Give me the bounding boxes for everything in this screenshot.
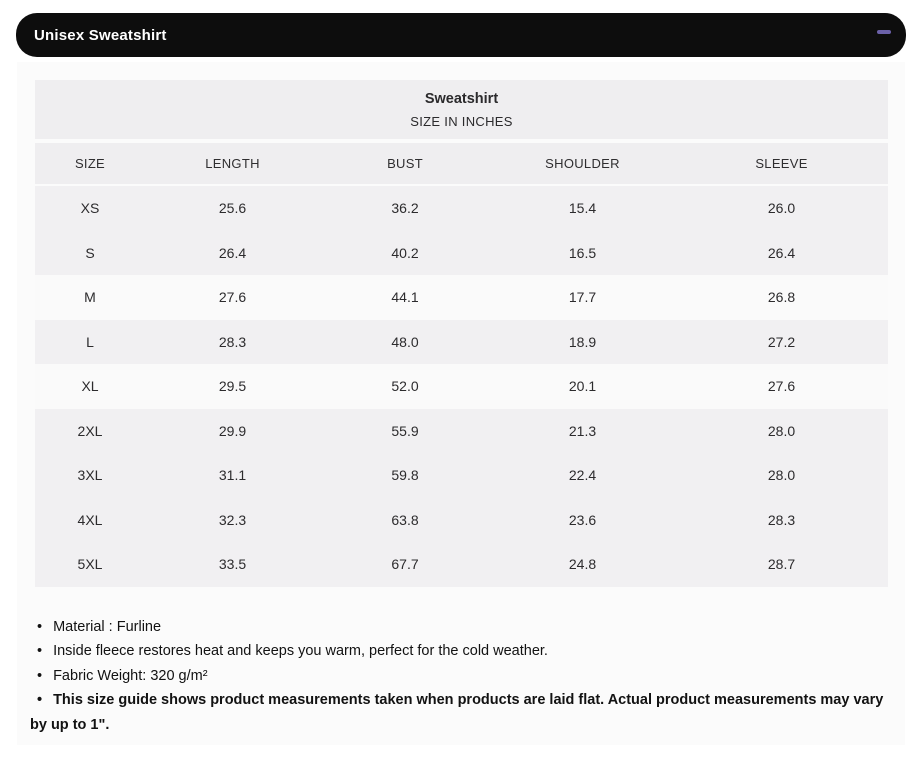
sleeve-cell: 26.4	[675, 230, 889, 275]
size-cell: 2XL	[35, 408, 145, 453]
size-cell: XL	[35, 364, 145, 409]
shoulder-cell: 16.5	[490, 230, 675, 275]
column-header-size: SIZE	[35, 143, 145, 186]
shoulder-cell: 15.4	[490, 186, 675, 231]
note-size-guide-disclaimer: This size guide shows product measuremen…	[30, 688, 889, 737]
sleeve-cell: 28.7	[675, 542, 889, 587]
shoulder-cell: 22.4	[490, 453, 675, 498]
bust-cell: 48.0	[320, 319, 490, 364]
note-text: Inside fleece restores heat and keeps yo…	[53, 643, 548, 660]
length-cell: 31.1	[145, 453, 320, 498]
size-chart-table: Sweatshirt SIZE IN INCHES SIZE LENGTH BU…	[35, 80, 889, 587]
note-text: Fabric Weight: 320 g/m²	[53, 667, 208, 684]
table-row: 4XL 32.3 63.8 23.6 28.3	[35, 497, 889, 542]
table-title: Sweatshirt	[424, 90, 499, 107]
accordion-header[interactable]: Unisex Sweatshirt	[16, 13, 906, 57]
table-row: XS 25.6 36.2 15.4 26.0	[35, 186, 889, 231]
sleeve-cell: 27.2	[675, 319, 889, 364]
note-text: This size guide shows product measuremen…	[30, 692, 884, 733]
size-guide-panel: Sweatshirt SIZE IN INCHES SIZE LENGTH BU…	[17, 62, 905, 745]
shoulder-cell: 24.8	[490, 542, 675, 587]
bullet-icon	[37, 615, 42, 640]
shoulder-cell: 23.6	[490, 497, 675, 542]
bust-cell: 40.2	[320, 230, 490, 275]
sleeve-cell: 28.0	[675, 453, 889, 498]
table-header-row: SIZE LENGTH BUST SHOULDER SLEEVE	[35, 143, 889, 186]
table-row: 3XL 31.1 59.8 22.4 28.0	[35, 453, 889, 498]
shoulder-cell: 18.9	[490, 319, 675, 364]
column-header-bust: BUST	[320, 143, 490, 186]
table-subtitle: SIZE IN INCHES	[410, 113, 513, 129]
length-cell: 26.4	[145, 230, 320, 275]
bust-cell: 52.0	[320, 364, 490, 409]
shoulder-cell: 17.7	[490, 275, 675, 320]
bust-cell: 59.8	[320, 453, 490, 498]
sleeve-cell: 26.8	[675, 275, 889, 320]
table-row: M 27.6 44.1 17.7 26.8	[35, 275, 889, 320]
length-cell: 27.6	[145, 275, 320, 320]
bullet-icon	[37, 664, 42, 689]
minus-icon	[877, 30, 891, 34]
shoulder-cell: 21.3	[490, 408, 675, 453]
bust-cell: 63.8	[320, 497, 490, 542]
sleeve-cell: 28.0	[675, 408, 889, 453]
size-cell: 5XL	[35, 542, 145, 587]
size-cell: 3XL	[35, 453, 145, 498]
length-cell: 29.9	[145, 408, 320, 453]
table-row: XL 29.5 52.0 20.1 27.6	[35, 364, 889, 409]
bullet-icon	[37, 639, 42, 664]
length-cell: 28.3	[145, 319, 320, 364]
sleeve-cell: 27.6	[675, 364, 889, 409]
length-cell: 32.3	[145, 497, 320, 542]
size-cell: L	[35, 319, 145, 364]
bust-cell: 44.1	[320, 275, 490, 320]
table-title-row: Sweatshirt SIZE IN INCHES	[35, 80, 889, 143]
table-row: 5XL 33.5 67.7 24.8 28.7	[35, 542, 889, 587]
length-cell: 25.6	[145, 186, 320, 231]
accordion-title: Unisex Sweatshirt	[34, 26, 167, 44]
bust-cell: 36.2	[320, 186, 490, 231]
column-header-length: LENGTH	[145, 143, 320, 186]
bullet-icon	[37, 688, 42, 713]
shoulder-cell: 20.1	[490, 364, 675, 409]
table-row: S 26.4 40.2 16.5 26.4	[35, 230, 889, 275]
bust-cell: 55.9	[320, 408, 490, 453]
sleeve-cell: 26.0	[675, 186, 889, 231]
collapse-button[interactable]	[868, 19, 900, 51]
table-row: L 28.3 48.0 18.9 27.2	[35, 319, 889, 364]
size-cell: S	[35, 230, 145, 275]
product-notes: Material : Furline Inside fleece restore…	[30, 615, 889, 738]
size-cell: XS	[35, 186, 145, 231]
note-fabric-weight: Fabric Weight: 320 g/m²	[30, 664, 889, 689]
column-header-sleeve: SLEEVE	[675, 143, 889, 186]
bust-cell: 67.7	[320, 542, 490, 587]
note-text: Material : Furline	[53, 618, 162, 635]
length-cell: 29.5	[145, 364, 320, 409]
note-material: Material : Furline	[30, 615, 889, 640]
column-header-shoulder: SHOULDER	[490, 143, 675, 186]
size-cell: M	[35, 275, 145, 320]
note-fleece: Inside fleece restores heat and keeps yo…	[30, 639, 889, 664]
sleeve-cell: 28.3	[675, 497, 889, 542]
length-cell: 33.5	[145, 542, 320, 587]
size-cell: 4XL	[35, 497, 145, 542]
table-row: 2XL 29.9 55.9 21.3 28.0	[35, 408, 889, 453]
